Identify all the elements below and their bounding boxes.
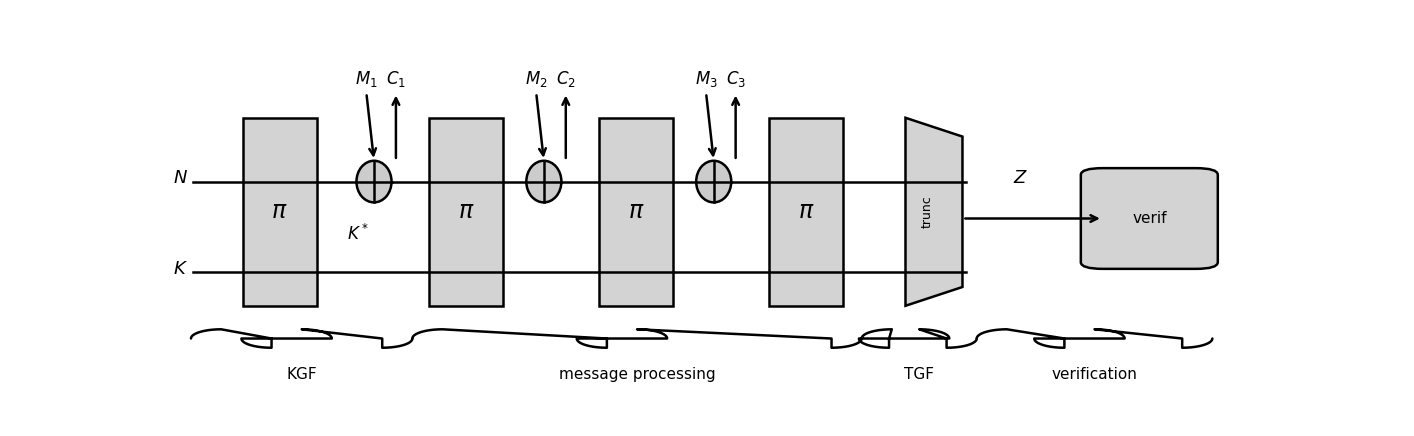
Polygon shape — [905, 118, 963, 306]
Bar — [428, 118, 503, 306]
Text: $\pi$: $\pi$ — [271, 200, 288, 223]
Text: $M_1$: $M_1$ — [355, 69, 378, 89]
Bar — [598, 118, 673, 306]
Bar — [243, 118, 317, 306]
FancyBboxPatch shape — [1080, 168, 1217, 269]
Text: verification: verification — [1052, 367, 1137, 382]
Text: TGF: TGF — [904, 367, 935, 382]
Text: $M_2$: $M_2$ — [525, 69, 547, 89]
Ellipse shape — [356, 161, 392, 202]
Text: $\pi$: $\pi$ — [628, 200, 645, 223]
Text: $\pi$: $\pi$ — [797, 200, 814, 223]
Text: $N$: $N$ — [173, 169, 188, 187]
Text: $K$: $K$ — [173, 260, 188, 278]
Text: $C_1$: $C_1$ — [386, 69, 406, 89]
Text: $\pi$: $\pi$ — [458, 200, 474, 223]
Text: trunc: trunc — [921, 195, 933, 228]
Text: $K^*$: $K^*$ — [346, 224, 369, 244]
Text: verif: verif — [1133, 211, 1167, 226]
Bar — [769, 118, 843, 306]
Text: $C_2$: $C_2$ — [556, 69, 575, 89]
Text: $C_3$: $C_3$ — [725, 69, 745, 89]
Text: $M_3$: $M_3$ — [694, 69, 717, 89]
Text: message processing: message processing — [559, 367, 715, 382]
Text: $Z$: $Z$ — [1012, 169, 1028, 187]
Ellipse shape — [526, 161, 561, 202]
Text: KGF: KGF — [287, 367, 317, 382]
Ellipse shape — [696, 161, 731, 202]
